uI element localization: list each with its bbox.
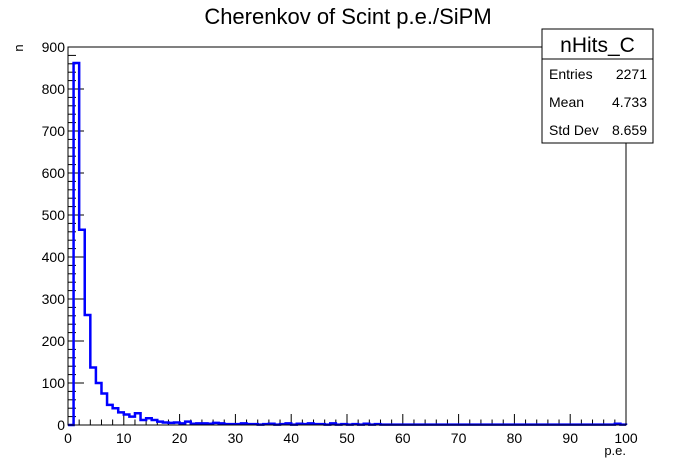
y-tick-label: 700 (42, 123, 66, 139)
stats-mean-value: 4.733 (612, 94, 647, 110)
x-tick-label: 0 (64, 430, 72, 446)
x-tick-label: 20 (172, 430, 188, 446)
y-tick-label: 600 (42, 165, 66, 181)
stats-mean-label: Mean (549, 94, 584, 110)
y-tick-label: 0 (57, 417, 65, 433)
y-tick-label: 400 (42, 249, 66, 265)
x-tick-label: 50 (339, 430, 355, 446)
y-tick-label: 200 (42, 333, 66, 349)
stats-stddev-value: 8.659 (612, 122, 647, 138)
x-tick-label: 30 (228, 430, 244, 446)
y-axis-label: n (11, 44, 26, 51)
stats-entries-value: 2271 (616, 66, 647, 82)
x-tick-label: 100 (614, 430, 638, 446)
stats-stddev-label: Std Dev (549, 122, 599, 138)
x-tick-label: 10 (116, 430, 132, 446)
stats-entries-label: Entries (549, 66, 593, 82)
y-tick-label: 800 (42, 81, 66, 97)
stats-title: nHits_C (560, 34, 635, 57)
x-tick-label: 60 (395, 430, 411, 446)
x-tick-label: 70 (451, 430, 467, 446)
y-tick-label: 900 (42, 39, 66, 55)
x-tick-label: 80 (507, 430, 523, 446)
x-tick-label: 90 (562, 430, 578, 446)
chart-title: Cherenkov of Scint p.e./SiPM (204, 4, 491, 29)
plot-frame (67, 46, 627, 426)
y-tick-label: 500 (42, 207, 66, 223)
y-tick-label: 300 (42, 291, 66, 307)
x-axis-label: p.e. (604, 443, 626, 458)
x-tick-label: 40 (283, 430, 299, 446)
histogram-bar (129, 417, 135, 425)
stats-box: nHits_C Entries 2271 Mean 4.733 Std Dev … (541, 28, 654, 144)
y-tick-label: 100 (42, 375, 66, 391)
